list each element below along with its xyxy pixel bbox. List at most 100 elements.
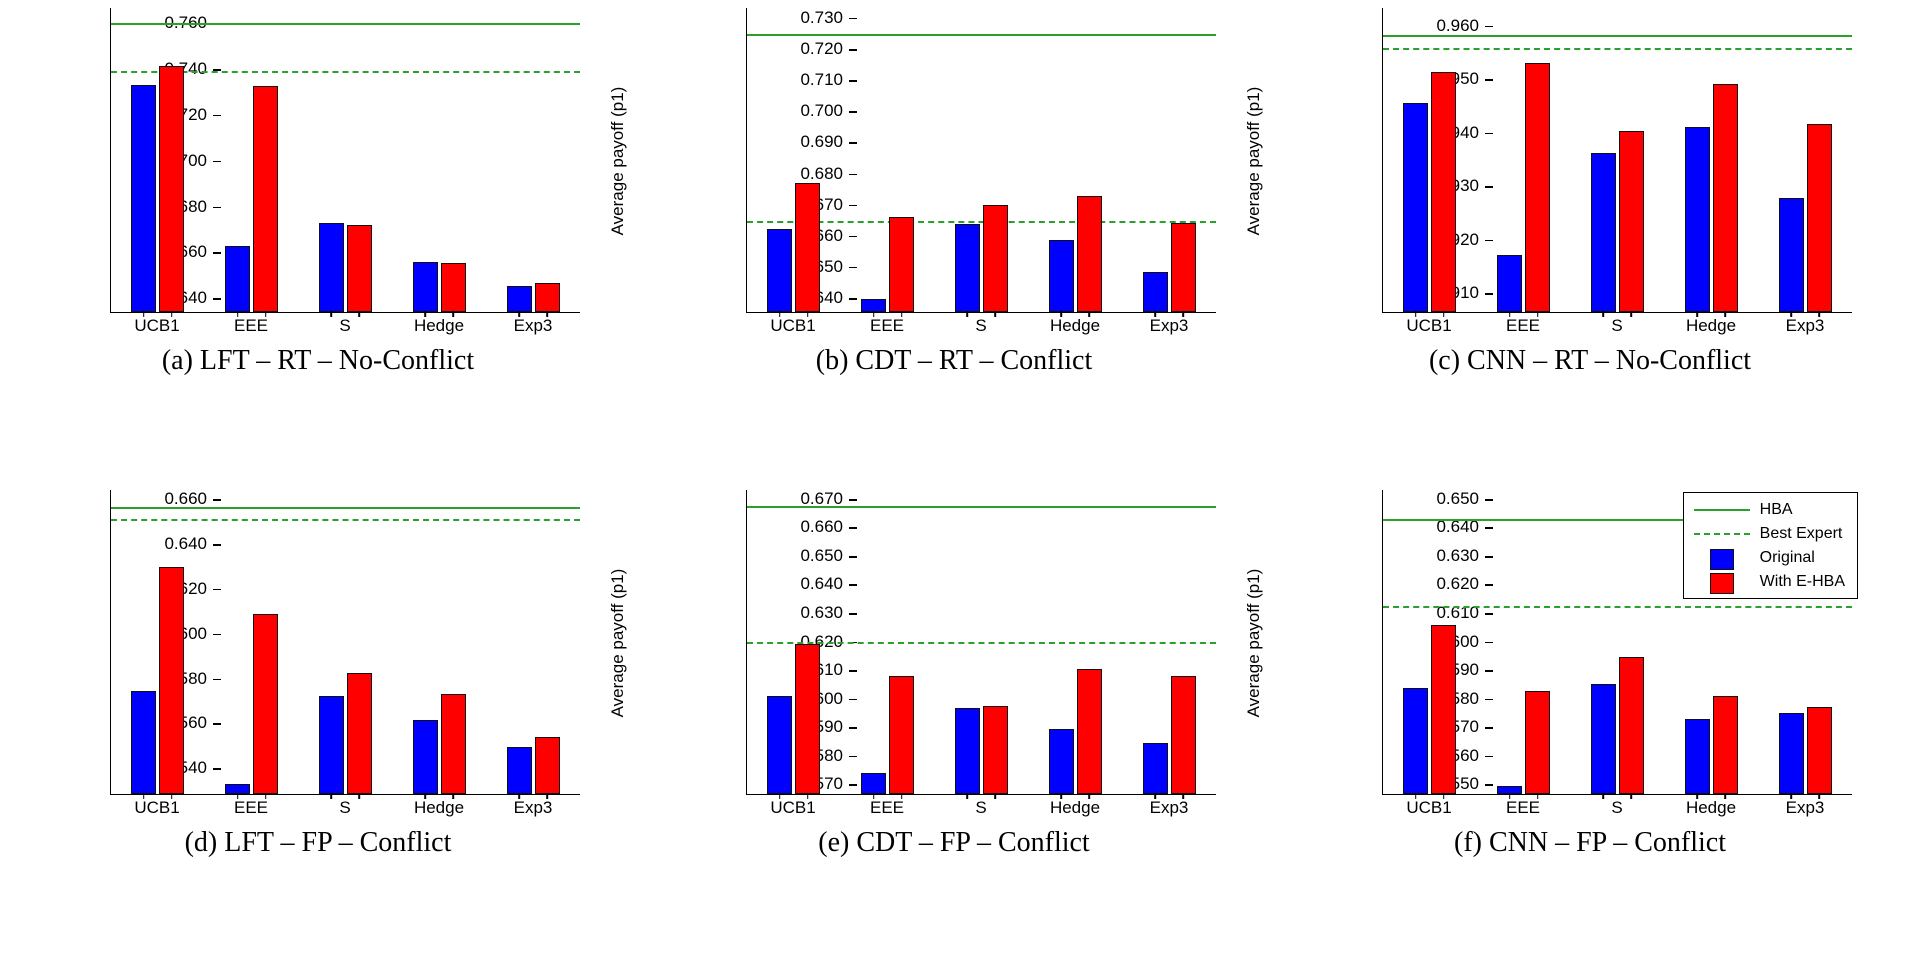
bar-original bbox=[318, 223, 344, 312]
bar-with-ehba bbox=[1618, 130, 1644, 312]
x-axis-tick-mark bbox=[358, 793, 361, 799]
x-axis-tick-mark bbox=[1724, 793, 1727, 799]
bar-original bbox=[1684, 126, 1710, 312]
y-axis-tick-mark bbox=[849, 727, 857, 729]
x-axis-labels: UCB1 EEE S Hedge Exp3 bbox=[1382, 798, 1852, 818]
y-axis-tick-label: 0.960 bbox=[1436, 15, 1479, 35]
chart-panel-d: Average payoff (p1) 0.5400.5600.5800.6000… bbox=[0, 482, 636, 964]
reference-line-best-expert bbox=[747, 642, 1216, 645]
y-axis-tick-mark bbox=[1485, 555, 1493, 558]
y-axis-label: Average payoff (p1) bbox=[1244, 568, 1263, 717]
bar-group bbox=[392, 8, 486, 317]
bar-with-ehba bbox=[1431, 624, 1457, 794]
bar-with-ehba bbox=[889, 216, 915, 312]
bar-with-ehba bbox=[346, 673, 372, 794]
x-axis-tick-mark bbox=[452, 793, 455, 799]
y-axis-tick-mark bbox=[1485, 784, 1493, 786]
bar-with-ehba bbox=[1806, 706, 1832, 794]
y-axis-tick-mark bbox=[1485, 79, 1493, 81]
x-axis-tick-mark bbox=[452, 311, 455, 317]
reference-line-best-expert bbox=[747, 220, 1216, 223]
x-axis-tick-mark bbox=[1415, 793, 1417, 799]
bar-groups bbox=[111, 490, 580, 799]
x-axis-tick-mark bbox=[1790, 793, 1792, 799]
legend-key-solid-line-icon bbox=[1693, 503, 1750, 517]
y-axis-tick-mark bbox=[849, 698, 857, 701]
reference-line-hba bbox=[111, 506, 580, 509]
x-axis-tick-mark bbox=[1536, 311, 1539, 317]
x-axis-tick-mark bbox=[1630, 311, 1633, 317]
plot-area: 0.570 0.580 0.590 0.600 0.610 0.620 0.630 0.640… bbox=[746, 489, 1216, 799]
x-axis-tick-mark bbox=[1443, 311, 1445, 317]
bar-with-ehba bbox=[440, 693, 466, 794]
x-axis-tick-mark bbox=[424, 311, 427, 317]
bar-group bbox=[1758, 490, 1852, 799]
x-axis-tick-mark bbox=[1724, 311, 1727, 317]
reference-line-hba bbox=[1383, 34, 1852, 37]
bar-group bbox=[841, 490, 935, 799]
y-axis-tick-mark bbox=[1485, 698, 1493, 701]
y-axis-tick-mark bbox=[1485, 755, 1493, 758]
x-axis-tick-mark bbox=[546, 793, 548, 799]
bar-with-ehba bbox=[982, 705, 1008, 794]
x-axis-tick-mark bbox=[1060, 793, 1063, 799]
bar-original bbox=[131, 690, 157, 794]
x-axis-tick-label: Exp3 bbox=[1785, 316, 1825, 335]
legend-label: With E-HBA bbox=[1759, 572, 1845, 590]
y-axis-tick-mark bbox=[849, 612, 857, 615]
panel-caption: (b) CDT – RT – Conflict bbox=[815, 345, 1093, 376]
bar-with-ehba bbox=[1806, 123, 1832, 312]
bar-original bbox=[954, 223, 980, 312]
legend-key-blue-swatch-icon bbox=[1694, 548, 1750, 570]
x-axis-tick-mark bbox=[1790, 311, 1792, 317]
bar-group bbox=[111, 490, 205, 799]
bar-with-ehba bbox=[1170, 223, 1196, 312]
reference-line-hba bbox=[1383, 518, 1852, 521]
bar-group bbox=[205, 490, 299, 799]
x-axis-tick-label: UCB1 bbox=[134, 798, 180, 817]
bar-group bbox=[1477, 8, 1571, 317]
y-axis-tick-mark bbox=[1485, 641, 1493, 644]
legend-item: HBA bbox=[1693, 500, 1845, 519]
bar-original bbox=[225, 246, 251, 312]
x-axis-tick-label: UCB1 bbox=[1406, 316, 1452, 335]
y-axis-tick-mark bbox=[849, 49, 857, 51]
bar-group bbox=[1028, 8, 1122, 317]
reference-line-hba bbox=[747, 33, 1216, 36]
x-axis-tick-label: EEE bbox=[233, 316, 269, 335]
bar-with-ehba bbox=[795, 183, 821, 312]
plot-area: 0.540 0.560 0.580 0.600 0.620 0.640 0.660 bbox=[110, 489, 580, 799]
x-axis-tick-mark bbox=[1508, 311, 1511, 317]
y-axis-tick-mark bbox=[849, 555, 857, 558]
y-axis-label: Average payoff (p1) bbox=[608, 86, 627, 235]
bar-with-ehba bbox=[253, 613, 279, 794]
y-axis-tick-mark bbox=[849, 584, 857, 587]
x-axis-tick-label: Exp3 bbox=[1149, 798, 1189, 817]
bar-group bbox=[1758, 8, 1852, 317]
y-axis-tick-mark bbox=[849, 80, 857, 82]
bar-group bbox=[935, 8, 1029, 317]
legend-item: With E-HBA bbox=[1694, 572, 1845, 594]
y-axis-tick-mark bbox=[849, 17, 857, 20]
x-axis-tick-label: Hedge bbox=[1685, 316, 1737, 335]
bar-original bbox=[1142, 742, 1168, 794]
x-axis-tick-mark bbox=[1182, 311, 1184, 317]
y-axis-tick-mark bbox=[849, 670, 857, 672]
x-axis-tick-mark bbox=[872, 793, 875, 799]
x-axis-tick-label: Exp3 bbox=[513, 798, 553, 817]
y-axis-tick-label: 0.760 bbox=[164, 13, 207, 33]
x-axis-tick-label: Exp3 bbox=[1785, 798, 1825, 817]
y-axis-tick-mark bbox=[1485, 25, 1493, 28]
bar-original bbox=[1684, 719, 1710, 794]
bar-group bbox=[1122, 490, 1216, 799]
y-axis-tick-mark bbox=[213, 588, 221, 591]
bar-original bbox=[1403, 688, 1429, 794]
x-axis-tick-mark bbox=[330, 793, 333, 799]
x-axis-tick-label: S bbox=[1611, 798, 1623, 817]
x-axis-tick-mark bbox=[143, 793, 145, 799]
y-axis-label: Average payoff (p1) bbox=[608, 568, 627, 717]
bar-original bbox=[412, 720, 438, 794]
x-axis-tick-label: Hedge bbox=[1049, 316, 1101, 335]
legend-item: Best Expert bbox=[1693, 524, 1845, 543]
